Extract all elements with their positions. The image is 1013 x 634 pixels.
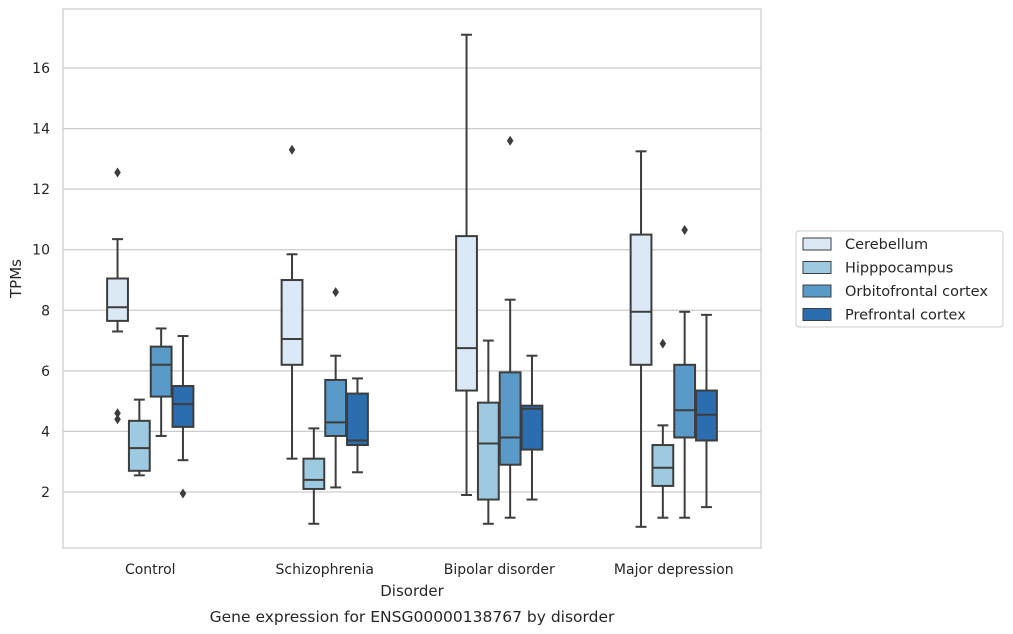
box-element [651,338,675,519]
outlier-point [114,414,121,425]
y-tick-label: 10 [32,243,50,259]
box-iqr [476,401,500,501]
legend-item: Prefrontal cortex [802,308,966,324]
y-tick-label: 2 [41,485,50,501]
box-iqr [520,404,544,451]
box-series [106,33,718,528]
series-group [149,135,697,519]
legend: Cerebellum Hipppocampus Orbitofrontal cort… [795,230,1004,328]
x-tick-label: Schizophrenia [276,562,374,578]
outlier-point [332,287,339,298]
box-iqr [280,279,304,366]
legend-label: Prefrontal cortex [845,308,966,324]
legend-item: Orbitofrontal cortex [802,284,988,300]
box-element [498,135,522,519]
box-element [476,339,500,525]
x-tick-label: Control [125,562,176,578]
box-element [149,327,173,437]
box-element [171,335,195,499]
legend-swatch [802,237,832,251]
y-tick-label: 4 [41,424,50,440]
y-axis-label: TPMs [7,259,25,299]
box-iqr [455,235,478,392]
series-group [106,33,653,528]
box-iqr [171,384,195,428]
outlier-point [114,167,121,178]
legend-frame [795,230,1004,328]
chart-caption: Gene expression for ENSG00000138767 by d… [210,608,615,626]
series-group [127,338,675,525]
outlier-point [114,408,121,419]
outlier-point [506,135,514,146]
gridlines [63,67,761,493]
box-iqr [651,444,675,487]
x-axis-ticks: Control Schizophrenia Bipolar disorder Majo… [125,562,734,578]
outlier-point [681,225,688,236]
outlier-point [659,338,667,349]
box-element [629,150,653,528]
box-iqr [149,345,173,398]
legend-swatch [802,261,832,274]
legend-item: Cerebellum [802,237,928,253]
legend-label: Orbitofrontal cortex [845,284,988,300]
box-iqr [127,419,151,472]
box-element [520,354,544,501]
x-tick-label: Major depression [614,562,734,578]
y-tick-label: 16 [32,61,50,77]
y-axis-ticks: 2 4 6 8 10 12 14 16 [32,61,50,501]
y-tick-label: 12 [32,182,50,198]
y-tick-label: 14 [32,122,50,138]
legend-item: Hipppocampus [802,261,953,277]
x-tick-label: Bipolar disorder [444,562,555,578]
box-iqr [106,277,129,322]
box-iqr [498,371,522,466]
box-element [280,144,304,460]
x-axis-label: Disorder [380,582,444,600]
legend-label: Hipppocampus [845,261,953,277]
legend-swatch [802,308,832,321]
box-iqr [324,378,348,437]
box-iqr [629,233,653,366]
box-element [324,287,348,489]
outlier-point [179,488,187,499]
box-iqr [346,392,369,447]
plot-area-frame [62,8,762,549]
box-element [106,167,129,425]
box-element [455,33,478,497]
box-element [127,398,151,477]
box-element [673,225,697,519]
legend-swatch [802,284,832,298]
series-group [171,313,718,509]
y-tick-label: 6 [41,364,50,380]
y-tick-label: 8 [41,303,50,319]
box-iqr [302,457,326,490]
box-element [346,377,369,474]
box-element [695,313,718,509]
box-element [302,427,326,525]
outlier-point [288,144,296,155]
box-iqr [673,363,697,439]
legend-label: Cerebellum [845,237,928,253]
